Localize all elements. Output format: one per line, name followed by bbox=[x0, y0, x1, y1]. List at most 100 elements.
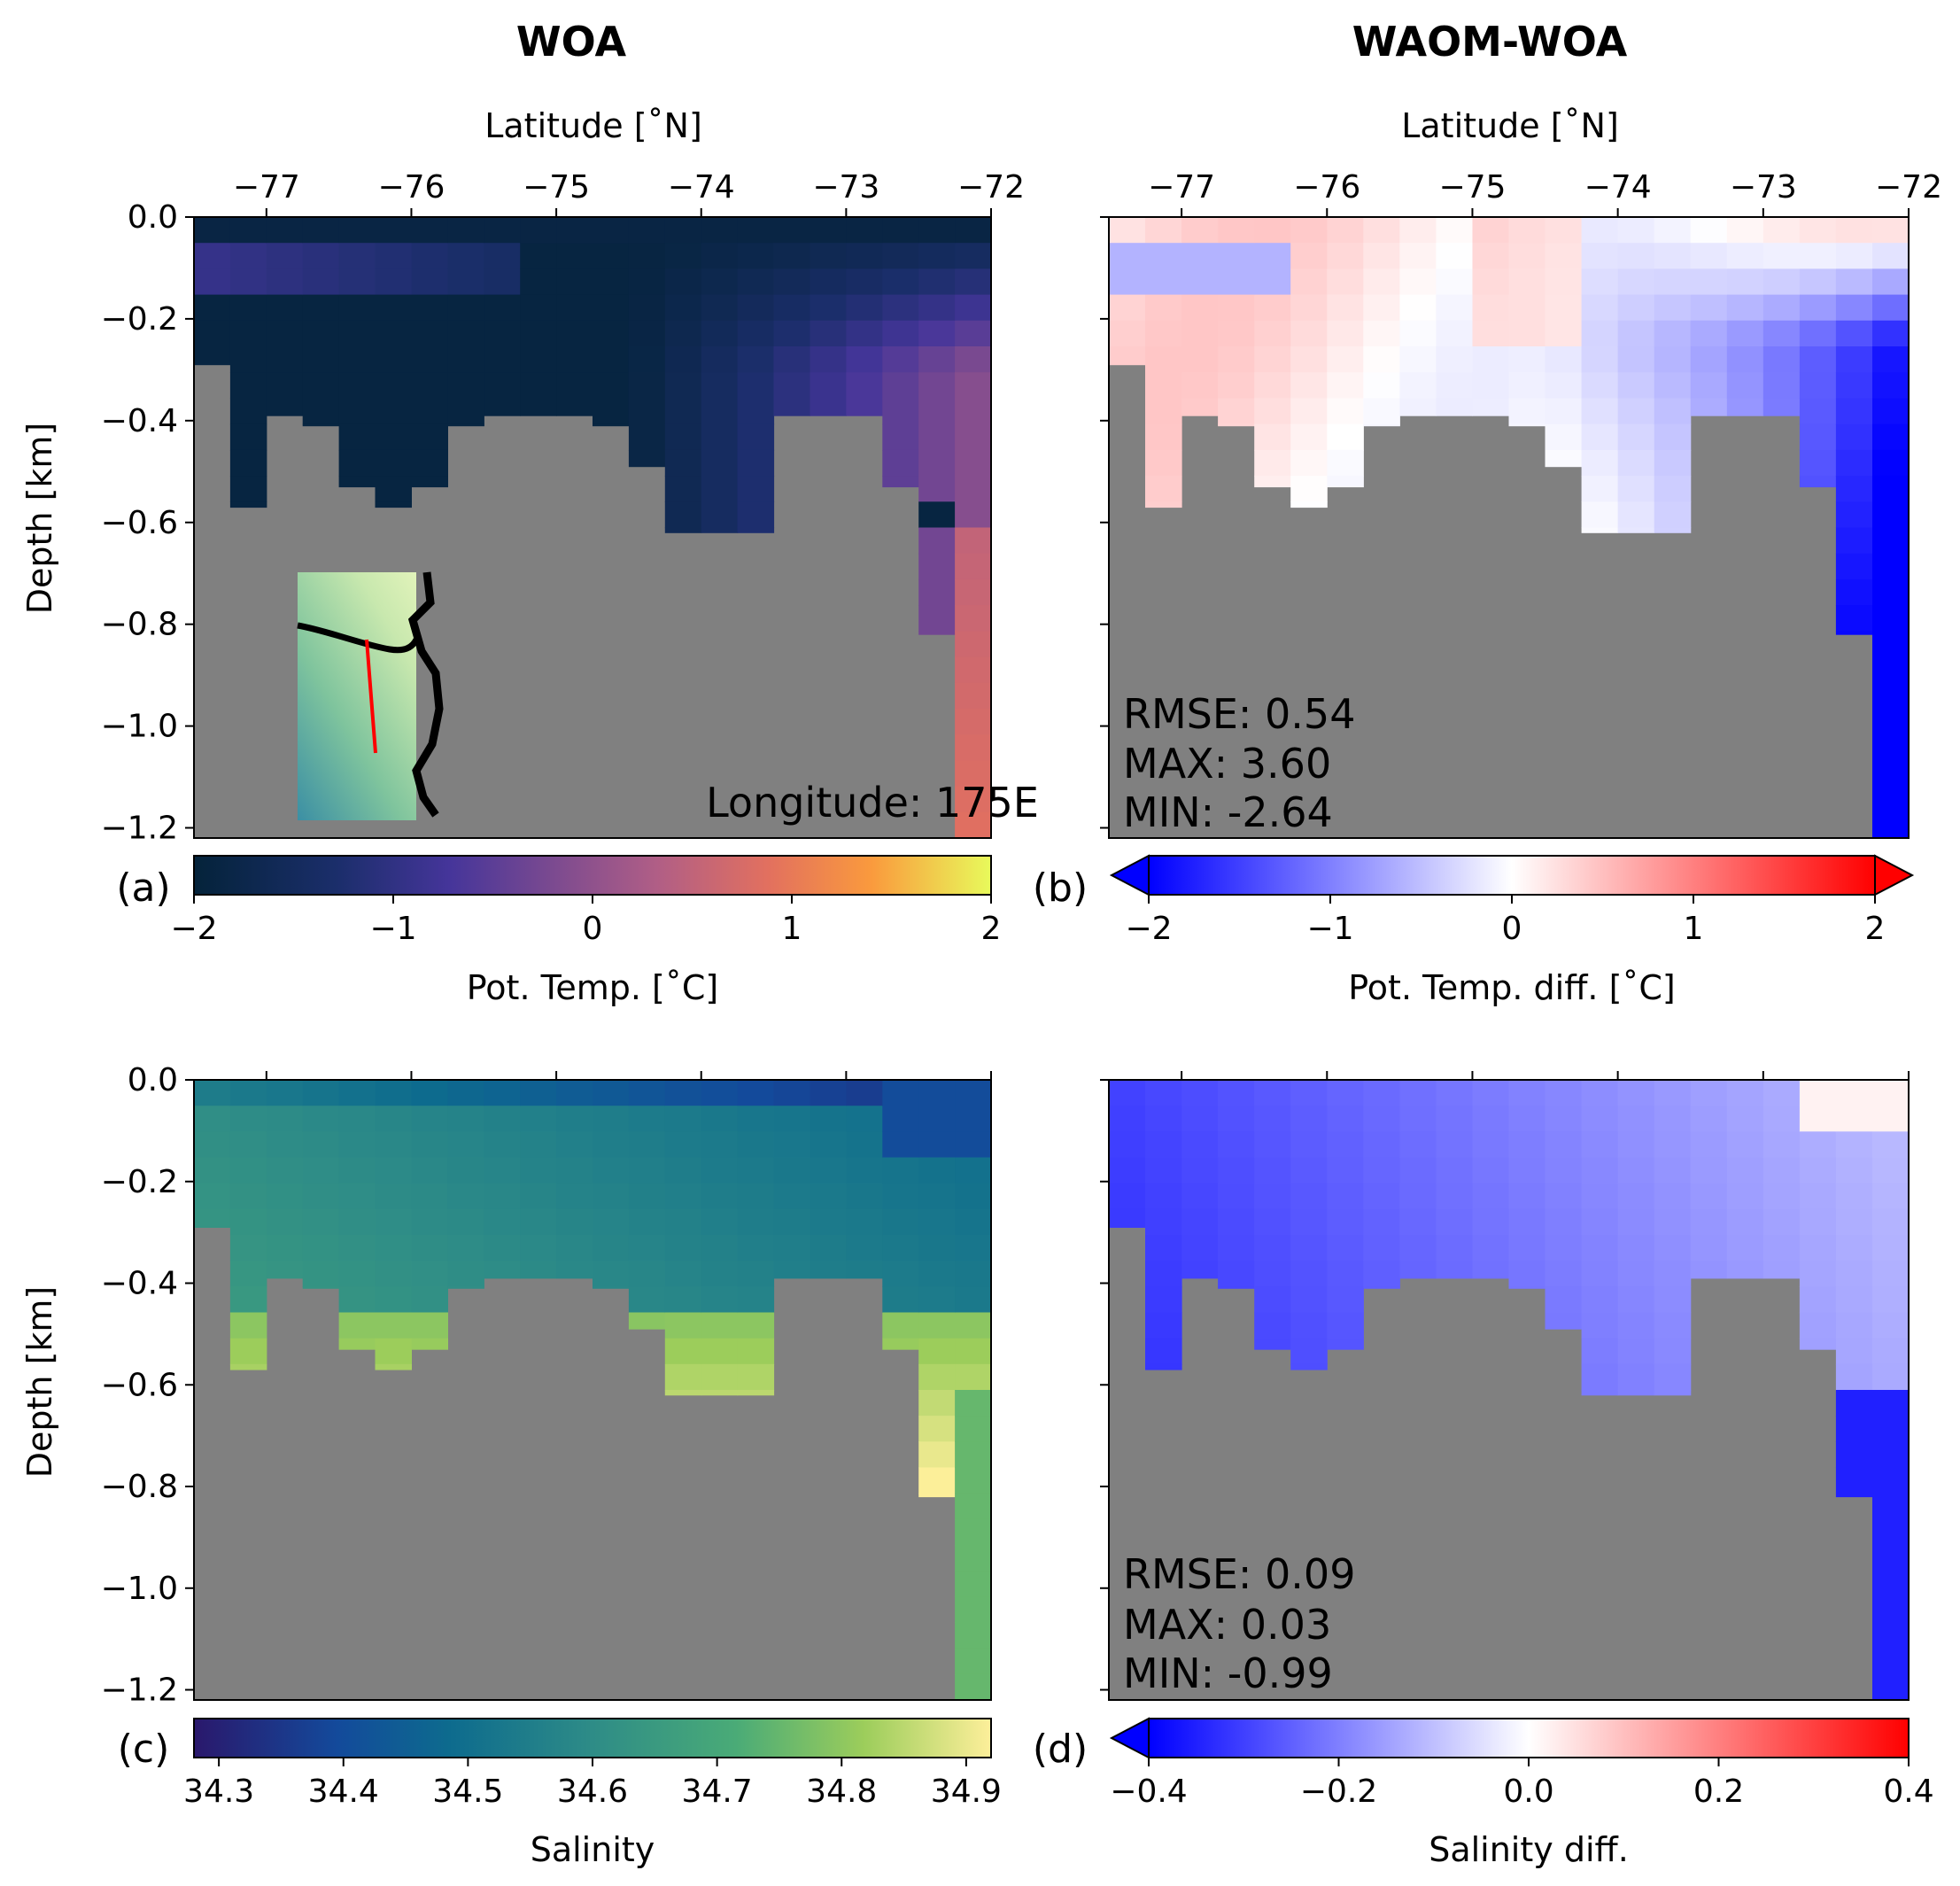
heatmap-cell bbox=[1290, 372, 1328, 400]
heatmap-cell bbox=[194, 1106, 231, 1132]
heatmap-cell bbox=[737, 1106, 775, 1132]
heatmap-cell bbox=[1290, 476, 1328, 502]
panel-b-xlabel: Latitude [˚N] bbox=[1401, 106, 1619, 145]
heatmap-cell bbox=[701, 294, 739, 322]
heatmap-cell bbox=[918, 217, 956, 244]
heatmap-cell bbox=[1254, 320, 1291, 347]
heatmap-cell bbox=[1145, 1157, 1182, 1184]
heatmap-cell bbox=[1581, 423, 1619, 451]
heatmap-cell bbox=[266, 1208, 304, 1236]
heatmap-cell bbox=[1508, 372, 1546, 400]
heatmap-cell bbox=[1835, 605, 1873, 632]
heatmap-cell bbox=[520, 1131, 557, 1159]
heatmap-cell bbox=[1363, 217, 1400, 244]
heatmap-cell bbox=[520, 243, 557, 269]
heatmap-cell bbox=[1835, 398, 1873, 425]
heatmap-cell bbox=[955, 527, 992, 555]
panel-b-letter: (b) bbox=[1033, 865, 1088, 911]
heatmap-cell bbox=[338, 398, 376, 425]
heatmap-cell bbox=[1472, 1208, 1510, 1236]
heatmap-cell bbox=[1872, 682, 1910, 710]
colorbar-tick-label: 34.3 bbox=[183, 1773, 254, 1810]
heatmap-cell bbox=[628, 346, 666, 373]
heatmap-cell bbox=[375, 268, 412, 296]
heatmap-cell bbox=[1508, 1261, 1546, 1287]
heatmap-cell bbox=[664, 372, 702, 400]
heatmap-cell bbox=[1581, 501, 1619, 529]
heatmap-cell bbox=[1581, 398, 1619, 425]
title-woa: WOA bbox=[516, 18, 627, 66]
heatmap-cell bbox=[1690, 346, 1728, 373]
heatmap-cell bbox=[1872, 1157, 1910, 1184]
panel-b-temperature-diff: −77 −76 −75 −74 −73 −72 bbox=[1100, 169, 1942, 839]
heatmap-cell bbox=[1545, 1261, 1583, 1287]
heatmap-cell bbox=[810, 243, 847, 269]
heatmap-cell bbox=[1654, 1338, 1692, 1365]
heatmap-cell bbox=[1290, 1286, 1328, 1314]
heatmap-cell bbox=[229, 217, 267, 244]
heatmap-cell bbox=[918, 1261, 956, 1287]
heatmap-cell bbox=[1254, 423, 1291, 451]
heatmap-cell bbox=[701, 449, 739, 477]
heatmap-cell bbox=[955, 1390, 992, 1416]
heatmap-cell bbox=[1472, 372, 1510, 400]
heatmap-cell bbox=[810, 320, 847, 347]
heatmap-cell bbox=[1436, 1157, 1473, 1184]
heatmap-cell bbox=[229, 398, 267, 425]
heatmap-cell bbox=[1363, 1183, 1400, 1210]
heatmap-cell bbox=[1508, 1235, 1546, 1261]
heatmap-cell bbox=[1290, 1080, 1328, 1106]
heatmap-cell bbox=[664, 1106, 702, 1132]
heatmap-cell bbox=[375, 1157, 412, 1184]
heatmap-cell bbox=[628, 1080, 666, 1106]
heatmap-cell bbox=[737, 243, 775, 269]
heatmap-cell bbox=[1581, 1157, 1619, 1184]
heatmap-cell bbox=[846, 1261, 883, 1279]
heatmap-cell bbox=[737, 501, 775, 529]
heatmap-cell bbox=[411, 1131, 448, 1159]
heatmap-cell bbox=[701, 1235, 739, 1261]
heatmap-cell bbox=[1581, 1338, 1619, 1365]
heatmap-cell bbox=[1181, 243, 1219, 269]
heatmap-cell bbox=[1835, 423, 1873, 451]
heatmap-cell bbox=[375, 1286, 412, 1314]
heatmap-cell bbox=[1654, 449, 1692, 477]
heatmap-cell bbox=[375, 1363, 412, 1370]
heatmap-cell bbox=[556, 1261, 593, 1279]
heatmap-cell bbox=[302, 423, 340, 427]
heatmap-cell bbox=[1545, 294, 1583, 322]
heatmap-cell bbox=[1799, 294, 1837, 322]
heatmap-cell bbox=[1690, 1131, 1728, 1159]
colorbar-a-gradient bbox=[193, 855, 992, 896]
heatmap-cell bbox=[737, 268, 775, 296]
heatmap-cell bbox=[1254, 1286, 1291, 1314]
heatmap-cell bbox=[1290, 346, 1328, 373]
heatmap-cell bbox=[375, 449, 412, 477]
heatmap-cell bbox=[593, 423, 630, 427]
heatmap-cell bbox=[484, 398, 521, 416]
heatmap-cell bbox=[1254, 294, 1291, 322]
heatmap-cell bbox=[1254, 1106, 1291, 1132]
heatmap-cell bbox=[556, 243, 593, 269]
heatmap-cell bbox=[1109, 1106, 1146, 1132]
heatmap-cell bbox=[1654, 1131, 1692, 1159]
heatmap-cell bbox=[194, 1183, 231, 1210]
heatmap-cell bbox=[1581, 1106, 1619, 1132]
heatmap-cell bbox=[1436, 294, 1473, 322]
heatmap-cell bbox=[628, 398, 666, 425]
heatmap-cell bbox=[556, 1131, 593, 1159]
heatmap-cell bbox=[1835, 1106, 1873, 1132]
heatmap-cell bbox=[1399, 1080, 1437, 1106]
heatmap-cell bbox=[1181, 1131, 1219, 1159]
heatmap-cell bbox=[1654, 243, 1692, 269]
colorbar-tick-label: 34.7 bbox=[682, 1773, 753, 1810]
heatmap-cell bbox=[1436, 1235, 1473, 1261]
heatmap-cell bbox=[664, 1157, 702, 1184]
heatmap-cell bbox=[1254, 1183, 1291, 1210]
heatmap-cell bbox=[628, 372, 666, 400]
heatmap-cell bbox=[737, 423, 775, 451]
heatmap-cell bbox=[1327, 1080, 1364, 1106]
heatmap-cell bbox=[484, 346, 521, 373]
heatmap-cell bbox=[229, 501, 267, 508]
heatmap-cell bbox=[447, 1235, 484, 1261]
